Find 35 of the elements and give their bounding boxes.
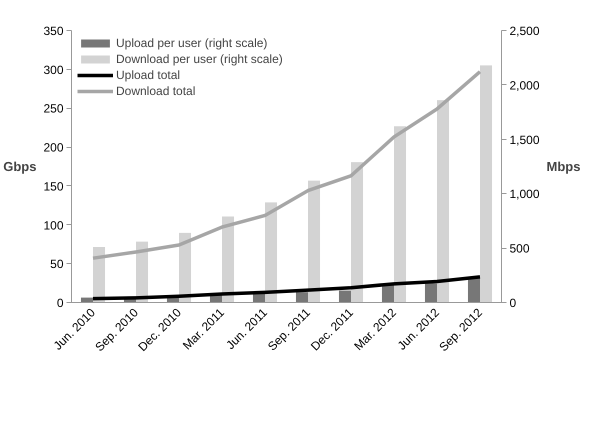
bar [80,298,93,302]
y-tick-label: 100 [43,218,64,232]
y2-axis-title: Mbps [546,159,580,174]
y2-tick-label: 2,500 [510,24,540,38]
bar [308,180,320,302]
y-tick-label: 300 [43,62,64,77]
bar [468,278,480,302]
y2-tick-label: 1,500 [510,132,540,147]
y2-tick-label: 500 [510,242,530,256]
y2-tick-label: 1,000 [510,187,540,202]
y-tick-label: 350 [43,24,64,38]
bar [222,216,234,302]
legend-label: Download total [116,84,196,98]
bar [382,285,394,302]
line-series [91,70,482,260]
bar [437,100,450,302]
bar [424,283,437,302]
y-tick-label: 50 [50,257,64,272]
y2-tick-label: 2,000 [510,78,540,92]
y-tick-label: 250 [43,102,64,116]
y-tick-label: 150 [43,179,64,194]
bar [296,292,308,302]
bar [480,65,492,302]
y-tick-label: 0 [56,296,64,310]
line-series [91,275,482,300]
bar [394,126,406,302]
y-axis-title: Gbps [3,159,36,174]
y-tick-label: 200 [43,140,64,155]
y2-tick-label: 0 [510,296,516,310]
bar [338,290,351,302]
legend-label: Download per user (right scale) [116,52,283,66]
bar [351,162,364,302]
legend-label: Upload total [116,68,180,82]
legend-label: Upload per user (right scale) [116,36,268,50]
bar [265,202,278,302]
